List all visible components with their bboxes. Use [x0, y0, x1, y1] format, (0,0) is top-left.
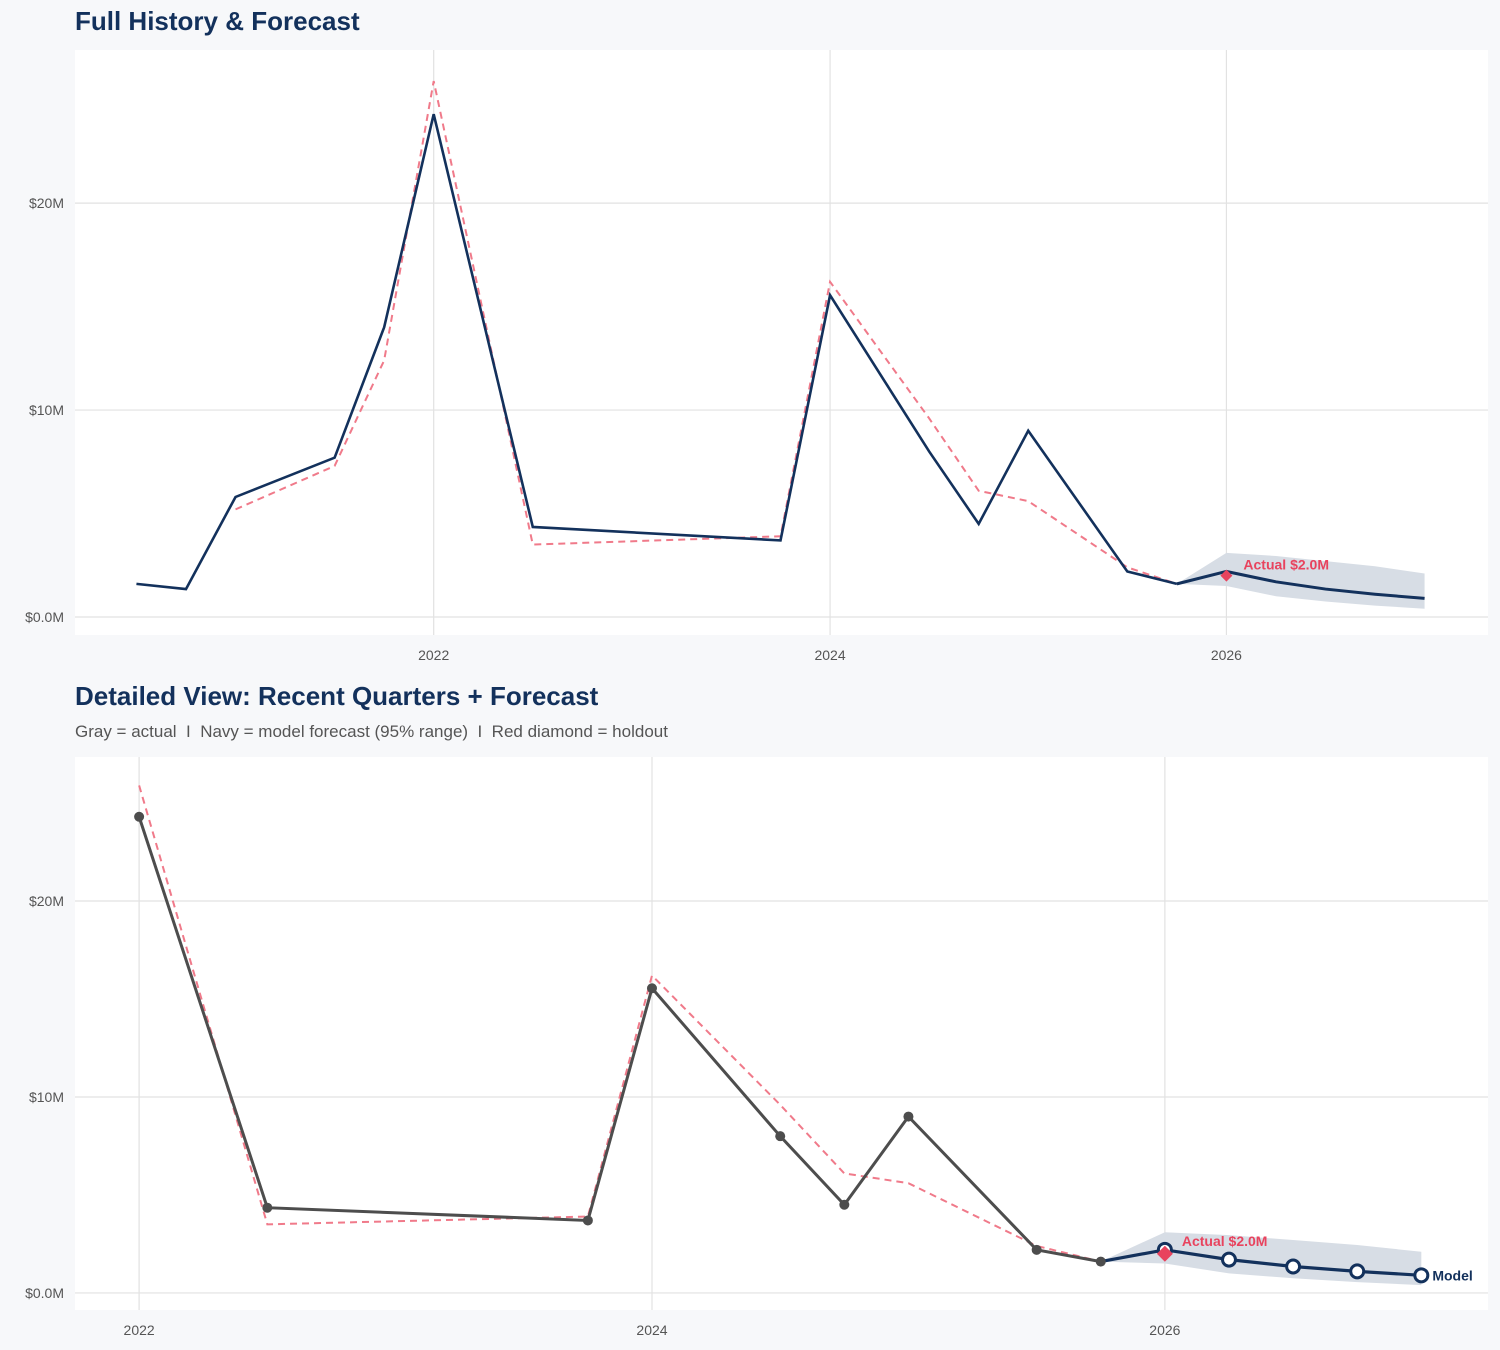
- x-tick-label: 2024: [636, 1322, 667, 1338]
- forecast-point: [1349, 1263, 1366, 1280]
- chart-title-detailed-view: Detailed View: Recent Quarters + Forecas…: [75, 681, 599, 711]
- actual-point: [1095, 1256, 1106, 1267]
- forecast-confidence-band: [1100, 1232, 1422, 1286]
- x-tick-label: 2024: [814, 647, 845, 663]
- forecast-confidence-band: [1176, 552, 1425, 609]
- holdout-label: Actual $2.0M: [1182, 1233, 1268, 1249]
- forecast-line: [1176, 569, 1425, 600]
- actual-point: [839, 1199, 850, 1210]
- holdout-diamond: [1156, 1245, 1173, 1262]
- actual-point: [1031, 1244, 1042, 1255]
- actual-point: [903, 1111, 914, 1122]
- chart-subtitle-legend: Gray = actual I Navy = model forecast (9…: [75, 722, 668, 741]
- holdout-label: Actual $2.0M: [1243, 557, 1329, 573]
- chart-title-full-history: Full History & Forecast: [75, 6, 360, 36]
- actual-point: [262, 1202, 273, 1213]
- actual-line: [136, 113, 1178, 591]
- plot-area: [75, 757, 1488, 1310]
- x-tick-label: 2026: [1211, 647, 1242, 663]
- forecast-point: [1285, 1258, 1302, 1275]
- y-tick-label: $10M: [29, 1089, 64, 1105]
- actual-point: [134, 811, 145, 822]
- forecast-point: [1413, 1267, 1430, 1284]
- y-tick-label: $20M: [29, 893, 64, 909]
- forecast-line: [1100, 1248, 1422, 1277]
- y-tick-label: $0.0M: [25, 609, 64, 625]
- holdout-diamond: [1220, 569, 1233, 582]
- forecast-series-label: Model: [1432, 1267, 1472, 1283]
- forecast-point: [1220, 1251, 1237, 1268]
- x-tick-label: 2022: [124, 1322, 155, 1338]
- chart-1: $0.0M $10M $20M 2022 2024 2026 Model Actual $2.…: [25, 757, 1488, 1338]
- fitted-dashed-line: [138, 785, 1102, 1263]
- y-tick-label: $10M: [29, 402, 64, 418]
- y-tick-label: $0.0M: [25, 1285, 64, 1301]
- chart-0: $0.0M $10M $20M 2022 2024 2026 Actual $2.0M: [25, 50, 1488, 663]
- plot-area: [75, 50, 1488, 635]
- y-tick-label: $20M: [29, 195, 64, 211]
- actual-point: [582, 1215, 593, 1226]
- x-tick-label: 2026: [1149, 1322, 1180, 1338]
- actual-point: [775, 1131, 786, 1142]
- actual-point: [646, 983, 657, 994]
- fitted-dashed-line: [235, 80, 1178, 585]
- x-tick-label: 2022: [418, 647, 449, 663]
